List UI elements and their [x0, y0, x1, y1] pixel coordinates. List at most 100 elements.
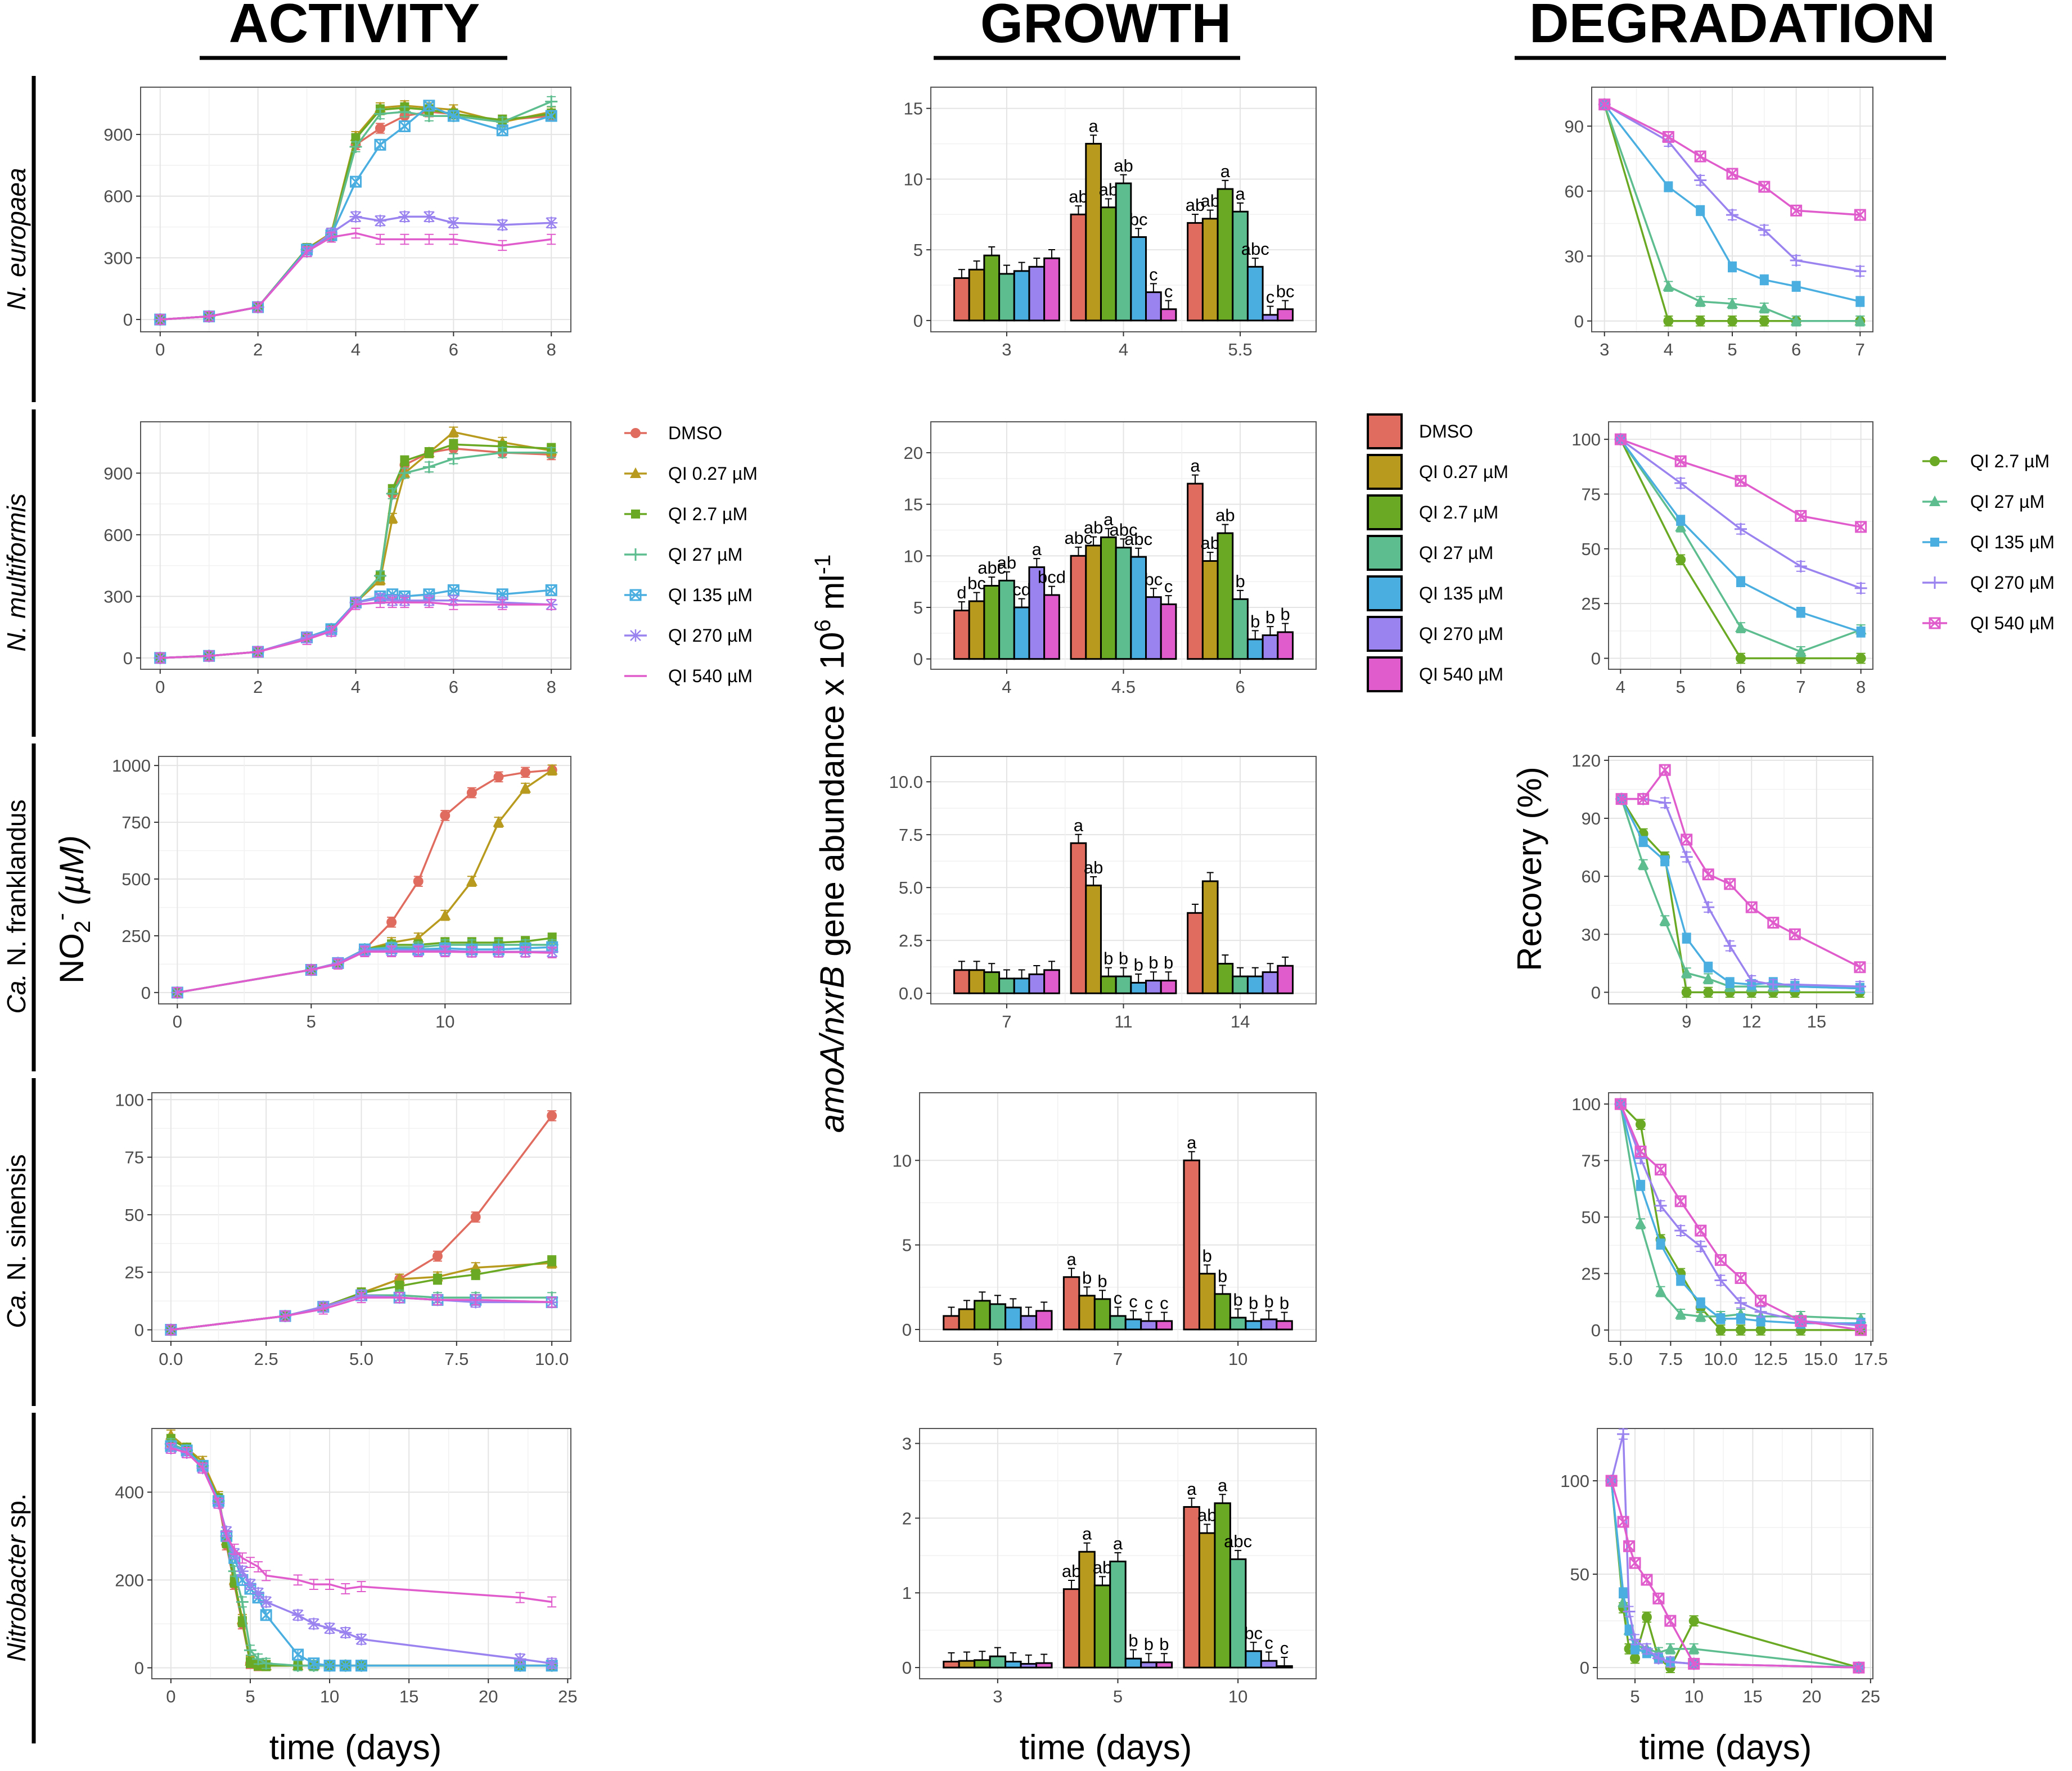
deg-multiformis-series-qi-270-um: [1614, 433, 1867, 594]
gro-nitrobacter-sig-label: a: [1218, 1475, 1228, 1495]
gro-europaea-series-qi-2-7-um: aba: [983, 161, 1234, 322]
act-europaea-point-qi-135-um: [545, 110, 557, 122]
gro-nitrobacter-ytick-label: 3: [902, 1434, 912, 1454]
deg-multiformis-point-qi-2-7-um: [1736, 653, 1746, 664]
panel-deg-sinensis: 0 25 50 75 100 5.0 7.5 10.0 12.5 15.0 17.5: [1571, 1092, 1888, 1369]
gro-sinensis-sig-label: b: [1218, 1266, 1227, 1286]
act-franklandus-errorbar: [333, 958, 343, 970]
gro-europaea-sig-label: c: [1164, 282, 1173, 301]
activity-y-sup: -: [49, 913, 74, 920]
gro-europaea-sig-label: a: [1088, 116, 1098, 136]
gro-multiformis-bar-qi-540-um: [1043, 594, 1060, 660]
act-franklandus-point-qi-0-27-um: [493, 816, 505, 827]
act-multiformis-point-qi-27-um: [545, 446, 558, 459]
legend-growth-key-dmso: [1367, 413, 1403, 449]
act-franklandus-series-qi-540-um: [173, 946, 557, 998]
deg-franklandus-point-qi-135-um: [1638, 837, 1648, 846]
gro-europaea-ytick-label: 15: [904, 99, 923, 119]
gro-nitrobacter-series-qi-27-um: a abc: [989, 1531, 1252, 1669]
gro-sinensis-errorbar: [1145, 1312, 1152, 1321]
act-europaea-errorbar: [351, 227, 361, 239]
gro-europaea-xtick-label: 3: [1002, 340, 1011, 359]
gro-europaea-errorbar: [1282, 300, 1289, 309]
gro-multiformis-errorbar: [1192, 474, 1199, 484]
act-sinensis-xtick-label: 2.5: [254, 1349, 278, 1369]
gro-multiformis-bar-qi-27-um: [998, 579, 1015, 660]
deg-franklandus-point-qi-540-um: [1767, 917, 1780, 929]
gro-europaea-errorbar: [1206, 209, 1214, 219]
deg-nitrobacter-point-qi-27-um: [1618, 1596, 1629, 1607]
panel-deg-franklandus: 0 30 60 90 120 9 12 15: [1571, 751, 1873, 1031]
deg-franklandus-point-qi-27-um: [1702, 972, 1714, 984]
act-nitrobacter-point-qi-27-um: [291, 1659, 304, 1672]
gro-multiformis-sig-label: ab: [1215, 506, 1235, 525]
organism-name-3: N. franklandus: [2, 800, 31, 974]
legend-growth-label-qi-0-27-um: QI 0.27 µM: [1419, 462, 1508, 482]
legend-growth-key-qi-270-um: [1367, 616, 1403, 652]
gro-multiformis-sig-label: b: [1235, 571, 1245, 591]
gro-franklandus-sig-label: b: [1148, 953, 1158, 972]
gro-sinensis-errorbar: [1188, 1151, 1195, 1161]
deg-sinensis-xtick-label: 12.5: [1754, 1349, 1787, 1369]
act-multiformis-point-qi-2-7-um: [449, 440, 458, 449]
deg-multiformis-xtick-label: 4: [1616, 677, 1625, 697]
deg-nitrobacter-xtick-label: 15: [1743, 1687, 1762, 1706]
organism-prefix-3: Ca.: [2, 974, 31, 1014]
panel-deg-multiformis: 0 25 50 75 100 4 5 6 7 8: [1571, 421, 1873, 697]
deg-nitrobacter-ytick-label: 100: [1560, 1471, 1589, 1491]
gro-multiformis-errorbar: [1033, 558, 1040, 567]
gro-multiformis-bar-dmso: [1187, 483, 1204, 660]
deg-multiformis-point-qi-135-um: [1796, 607, 1805, 617]
organism-label-4: Ca. N. sinensis: [2, 1154, 31, 1328]
organism-prefix-4: Ca.: [2, 1288, 31, 1328]
deg-nitrobacter-point-qi-270-um: [1640, 1642, 1653, 1655]
gro-europaea-errorbar: [1075, 205, 1082, 215]
deg-multiformis-point-qi-27-um: [1735, 621, 1746, 633]
act-multiformis-point-qi-0-27-um: [448, 426, 460, 437]
legend-activity-key-qi-2-7-um: [631, 510, 640, 519]
deg-nitrobacter-background: [1597, 1428, 1873, 1679]
act-nitrobacter-errorbar: [309, 1579, 318, 1590]
deg-multiformis-point-qi-270-um: [1674, 477, 1687, 490]
gro-franklandus-errorbar: [1251, 967, 1259, 977]
deg-europaea-point-qi-540-um: [1790, 204, 1803, 217]
deg-europaea-series-qi-540-um: [1598, 98, 1866, 221]
gro-franklandus-sig-label: b: [1164, 953, 1173, 972]
act-europaea-xtick-label: 2: [253, 340, 263, 359]
deg-sinensis-point-qi-27-um: [1695, 1310, 1706, 1321]
gro-nitrobacter-series-qi-135-um: b bc: [1005, 1623, 1263, 1669]
gro-europaea-errorbar: [1120, 174, 1127, 183]
gro-europaea-bar-qi-27-um: [1115, 182, 1132, 322]
gro-multiformis-errorbar: [1222, 524, 1229, 533]
gro-multiformis-errorbar: [1120, 538, 1127, 548]
gro-sinensis-sig-label: b: [1202, 1246, 1212, 1265]
deg-europaea-point-qi-540-um: [1758, 181, 1771, 193]
gro-sinensis-bar-qi-2-7-um: [974, 1300, 991, 1331]
gro-europaea-errorbar: [1003, 264, 1010, 274]
gro-europaea-bar-dmso: [953, 277, 970, 322]
gro-sinensis-errorbar: [1219, 1285, 1226, 1294]
act-nitrobacter-series-qi-540-um: [166, 1443, 557, 1608]
act-franklandus-errorbar: [467, 947, 476, 958]
deg-sinensis-series-qi-540-um: [1614, 1098, 1867, 1336]
act-europaea-point-qi-27-um: [373, 107, 386, 120]
gro-sinensis-xtick-label: 10: [1228, 1349, 1247, 1369]
act-franklandus-point-qi-0-27-um: [546, 764, 558, 775]
act-franklandus-errorbar: [440, 946, 450, 957]
organism-suffix-5: sp.: [2, 1493, 31, 1535]
gro-multiformis-sig-label: ab: [1084, 518, 1103, 538]
deg-multiformis-point-qi-27-um: [1675, 520, 1687, 531]
gro-europaea-errorbar: [1222, 179, 1229, 190]
growth-x-title: time (days): [1020, 1728, 1192, 1767]
act-europaea-point-qi-135-um: [423, 100, 435, 112]
act-nitrobacter-point-qi-270-um: [307, 1617, 320, 1630]
gro-franklandus-xtick-label: 14: [1231, 1012, 1250, 1031]
gro-franklandus-bar-qi-270-um: [1145, 980, 1162, 994]
gro-europaea-bar-dmso: [1187, 222, 1204, 322]
act-nitrobacter-point-qi-27-um: [244, 1644, 256, 1657]
act-sinensis-point-qi-2-7-um: [547, 1256, 557, 1265]
growth-y-rest: gene abundance x 10: [813, 632, 851, 966]
legend-activity-label-qi-2-7-um: QI 2.7 µM: [668, 504, 747, 524]
